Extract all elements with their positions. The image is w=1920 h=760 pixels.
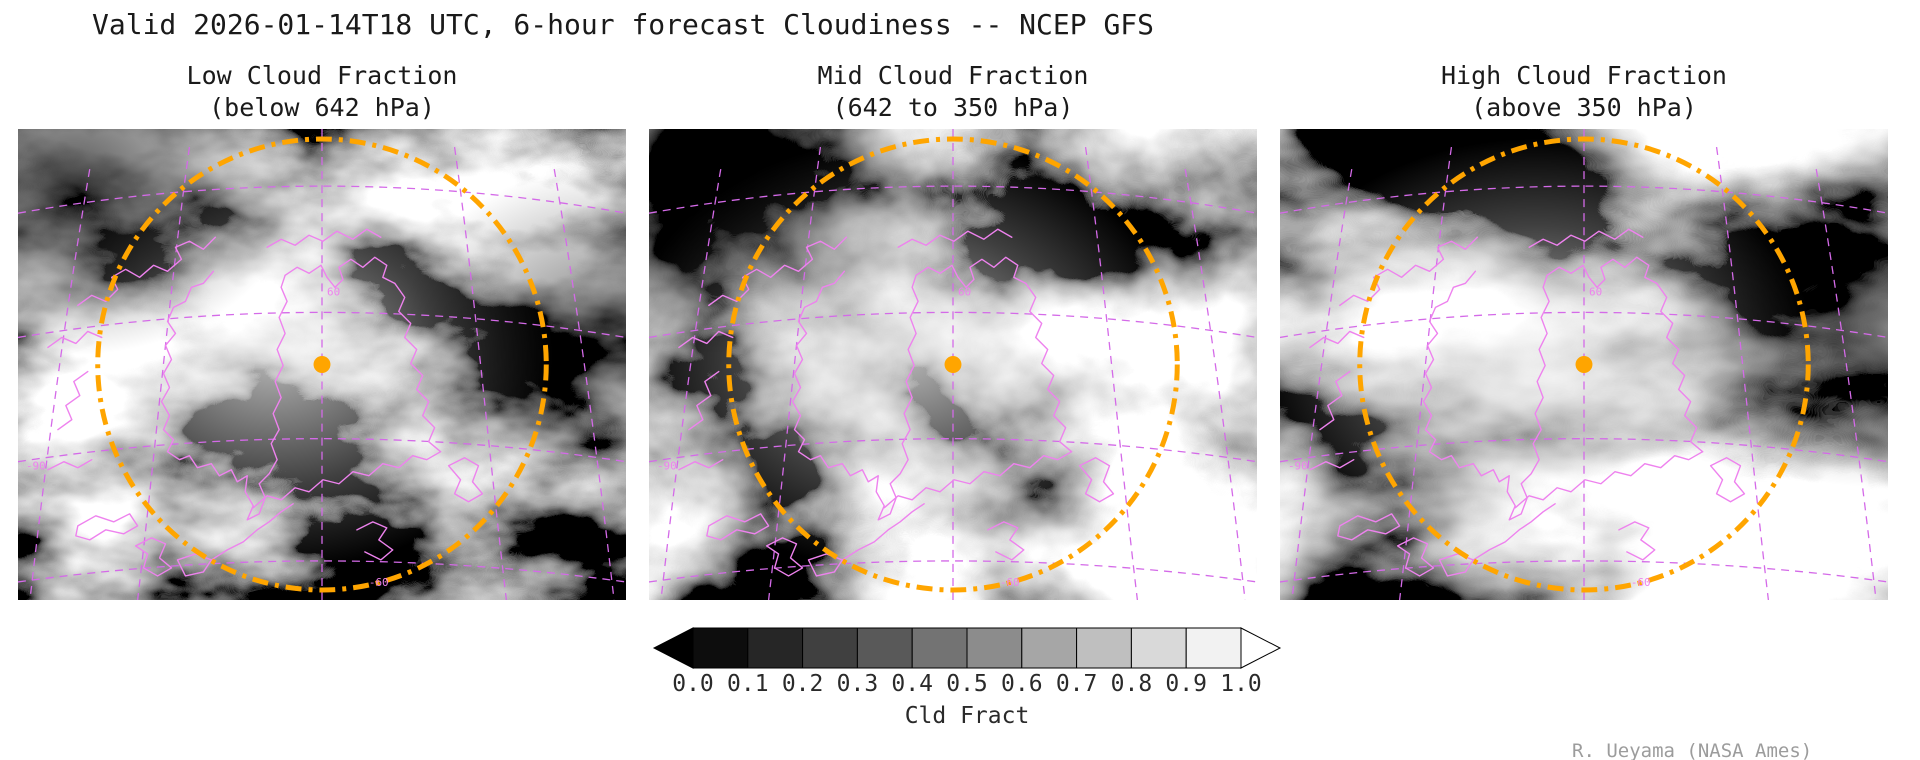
panel-subtitle: (below 642 hPa) (209, 93, 435, 122)
colorbar-segment (911, 627, 968, 669)
colorbar: 0.0 0.1 0.2 0.3 0.4 0.5 0.6 0.7 0.8 0.9 … (651, 627, 1283, 699)
colorbar-tick: 0.9 (1165, 671, 1207, 697)
colorbar-tick: 0.1 (727, 671, 769, 697)
colorbar-tick: 0.2 (782, 671, 824, 697)
panel-subtitle: (above 350 hPa) (1471, 93, 1697, 122)
colorbar-segment (747, 627, 804, 669)
colorbar-tick: 0.6 (1001, 671, 1043, 697)
panel-subtitle: (642 to 350 hPa) (832, 93, 1074, 122)
map-high-cloud (1280, 129, 1888, 600)
colorbar-segment (966, 627, 1023, 669)
map-mid-cloud (649, 129, 1257, 600)
panel-title: High Cloud Fraction (1441, 61, 1727, 90)
colorbar-tick: 0.7 (1056, 671, 1098, 697)
colorbar-tick: 1.0 (1220, 671, 1262, 697)
plot-title: Valid 2026-01-14T18 UTC, 6-hour forecast… (92, 8, 1155, 41)
credits: R. Ueyama (NASA Ames) L. Lait (NASA Ames… (1572, 676, 1881, 760)
cloud-map-high (1280, 129, 1888, 600)
colorbar-segment (1185, 627, 1242, 669)
panel-low-cloud: Low Cloud Fraction (below 642 hPa) (18, 60, 626, 600)
cloud-map-mid (649, 129, 1257, 600)
panel-title: Low Cloud Fraction (186, 61, 458, 90)
colorbar-label: Cld Fract (904, 703, 1030, 729)
panel-high-cloud: High Cloud Fraction (above 350 hPa) (1280, 60, 1888, 600)
colorbar-tick: 0.0 (672, 671, 714, 697)
map-low-cloud (18, 129, 626, 600)
colorbar-segment (802, 627, 858, 669)
cloud-map-low (18, 129, 626, 600)
colorbar-right-arrow (1240, 627, 1282, 669)
colorbar-tick: 0.8 (1111, 671, 1153, 697)
colorbar-segment (1021, 627, 1078, 669)
panel-title: Mid Cloud Fraction (817, 61, 1089, 90)
colorbar-segment (1130, 627, 1187, 669)
colorbar-tick: 0.3 (837, 671, 879, 697)
colorbar-tick: 0.5 (946, 671, 988, 697)
colorbar-segment (692, 627, 749, 669)
colorbar-left-arrow (652, 627, 694, 669)
colorbar-segment (1076, 627, 1132, 669)
panel-mid-cloud: Mid Cloud Fraction (642 to 350 hPa) (649, 60, 1257, 600)
colorbar-segment (856, 627, 913, 669)
credit-line-1: R. Ueyama (NASA Ames) (1572, 740, 1813, 760)
colorbar-tick: 0.4 (891, 671, 933, 697)
colorbar-svg: 0.0 0.1 0.2 0.3 0.4 0.5 0.6 0.7 0.8 0.9 … (652, 627, 1282, 697)
